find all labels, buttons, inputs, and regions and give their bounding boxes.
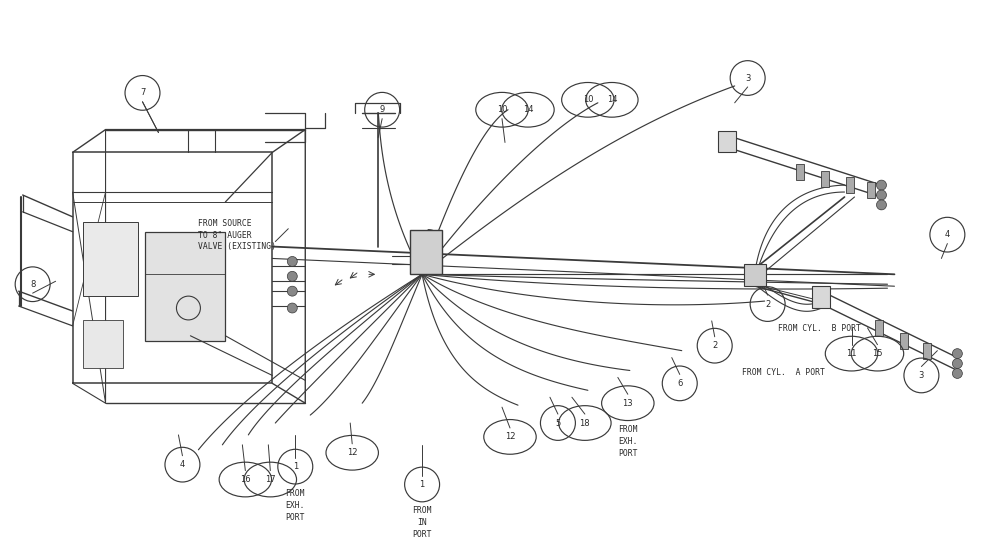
Circle shape xyxy=(287,303,297,313)
Text: 17: 17 xyxy=(265,475,276,484)
Circle shape xyxy=(287,256,297,266)
Text: 1: 1 xyxy=(293,462,298,471)
Bar xyxy=(821,171,829,187)
Circle shape xyxy=(876,190,886,200)
Text: FROM
EXH.
PORT: FROM EXH. PORT xyxy=(618,425,638,458)
Text: 11: 11 xyxy=(846,349,857,358)
Bar xyxy=(846,177,854,193)
Text: 13: 13 xyxy=(623,399,633,408)
Text: 3: 3 xyxy=(919,371,924,380)
Bar xyxy=(145,232,225,341)
Bar xyxy=(812,286,830,308)
Text: 7: 7 xyxy=(140,88,145,98)
Bar xyxy=(83,222,138,296)
Text: 2: 2 xyxy=(712,341,717,350)
Bar xyxy=(867,182,875,198)
Text: 4: 4 xyxy=(180,460,185,469)
Bar xyxy=(83,320,123,368)
Bar xyxy=(923,342,931,358)
Text: FROM
IN
PORT: FROM IN PORT xyxy=(412,506,432,539)
Circle shape xyxy=(287,271,297,281)
Bar xyxy=(875,320,883,336)
Text: 5: 5 xyxy=(555,419,561,427)
Text: 4: 4 xyxy=(945,230,950,239)
Circle shape xyxy=(952,349,962,358)
Text: 12: 12 xyxy=(347,448,357,457)
Text: 14: 14 xyxy=(607,95,617,104)
Circle shape xyxy=(876,200,886,210)
Bar xyxy=(796,164,804,180)
Bar xyxy=(744,264,766,286)
Circle shape xyxy=(952,368,962,379)
Text: 15: 15 xyxy=(872,349,883,358)
Text: 3: 3 xyxy=(745,73,750,83)
Text: 6: 6 xyxy=(677,379,682,388)
Text: 12: 12 xyxy=(505,432,515,441)
Text: 1: 1 xyxy=(419,480,425,489)
Text: FROM
EXH.
PORT: FROM EXH. PORT xyxy=(286,489,305,522)
Text: FROM CYL.  B PORT: FROM CYL. B PORT xyxy=(778,324,860,333)
Text: FROM CYL.  A PORT: FROM CYL. A PORT xyxy=(742,368,825,376)
Circle shape xyxy=(287,286,297,296)
Text: 16: 16 xyxy=(240,475,251,484)
Text: 10: 10 xyxy=(497,105,507,114)
Bar xyxy=(718,130,736,152)
Text: 18: 18 xyxy=(580,419,590,427)
Text: FROM SOURCE
TO 8" AUGER
VALVE (EXISTING): FROM SOURCE TO 8" AUGER VALVE (EXISTING) xyxy=(198,219,276,252)
Text: 10: 10 xyxy=(583,95,593,104)
Text: 14: 14 xyxy=(523,105,533,114)
Bar xyxy=(410,230,442,275)
Text: 2: 2 xyxy=(765,300,770,309)
Text: 8: 8 xyxy=(30,279,35,289)
Text: 9: 9 xyxy=(380,105,385,114)
Circle shape xyxy=(952,358,962,368)
Bar xyxy=(900,333,908,349)
Circle shape xyxy=(876,180,886,190)
